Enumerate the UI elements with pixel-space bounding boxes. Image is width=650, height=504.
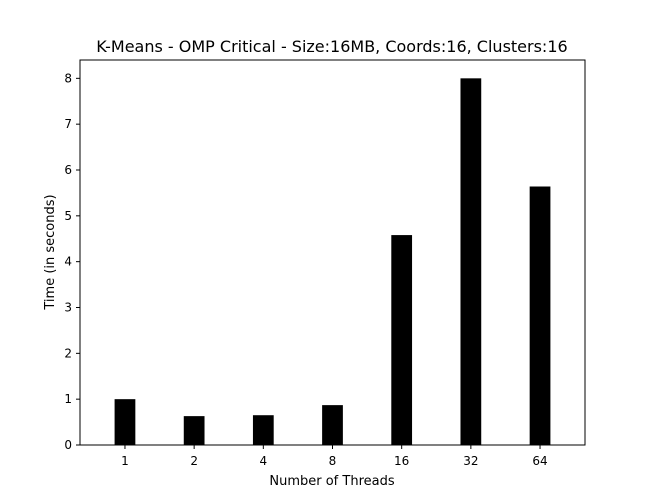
y-axis-ticks: 0 1 2 3 4 5 6 7 8 (64, 71, 80, 452)
bar-8 (322, 405, 343, 445)
x-tick-label: 8 (329, 454, 337, 468)
plot-area-frame (79, 59, 586, 446)
bar-16 (391, 235, 413, 445)
y-tick-label: 8 (64, 71, 72, 85)
x-tick-label: 4 (260, 454, 268, 468)
x-tick-label: 32 (463, 454, 478, 468)
y-tick-label: 1 (64, 392, 72, 406)
chart-title: K-Means - OMP Critical - Size:16MB, Coor… (96, 37, 567, 56)
y-tick-label: 6 (64, 163, 72, 177)
x-tick-label: 1 (121, 454, 129, 468)
y-tick-label: 4 (64, 255, 72, 269)
y-tick-label: 3 (64, 301, 72, 315)
x-axis-label: Number of Threads (269, 474, 394, 489)
x-tick-label: 64 (532, 454, 547, 468)
bar-32 (460, 78, 482, 445)
y-tick-label: 2 (64, 346, 72, 360)
x-tick-label: 2 (190, 454, 198, 468)
bar-1 (114, 399, 136, 445)
x-tick-label: 16 (394, 454, 409, 468)
y-tick-label: 7 (64, 117, 72, 131)
y-tick-label: 0 (64, 438, 72, 452)
y-axis-label: Time (in seconds) (43, 194, 58, 310)
bar-4 (252, 415, 274, 445)
bars-group (114, 78, 551, 445)
bar-2 (183, 416, 205, 445)
x-axis-ticks: 1 2 4 8 16 32 64 (121, 445, 548, 468)
bar-64 (529, 186, 551, 445)
y-tick-label: 5 (64, 209, 72, 223)
